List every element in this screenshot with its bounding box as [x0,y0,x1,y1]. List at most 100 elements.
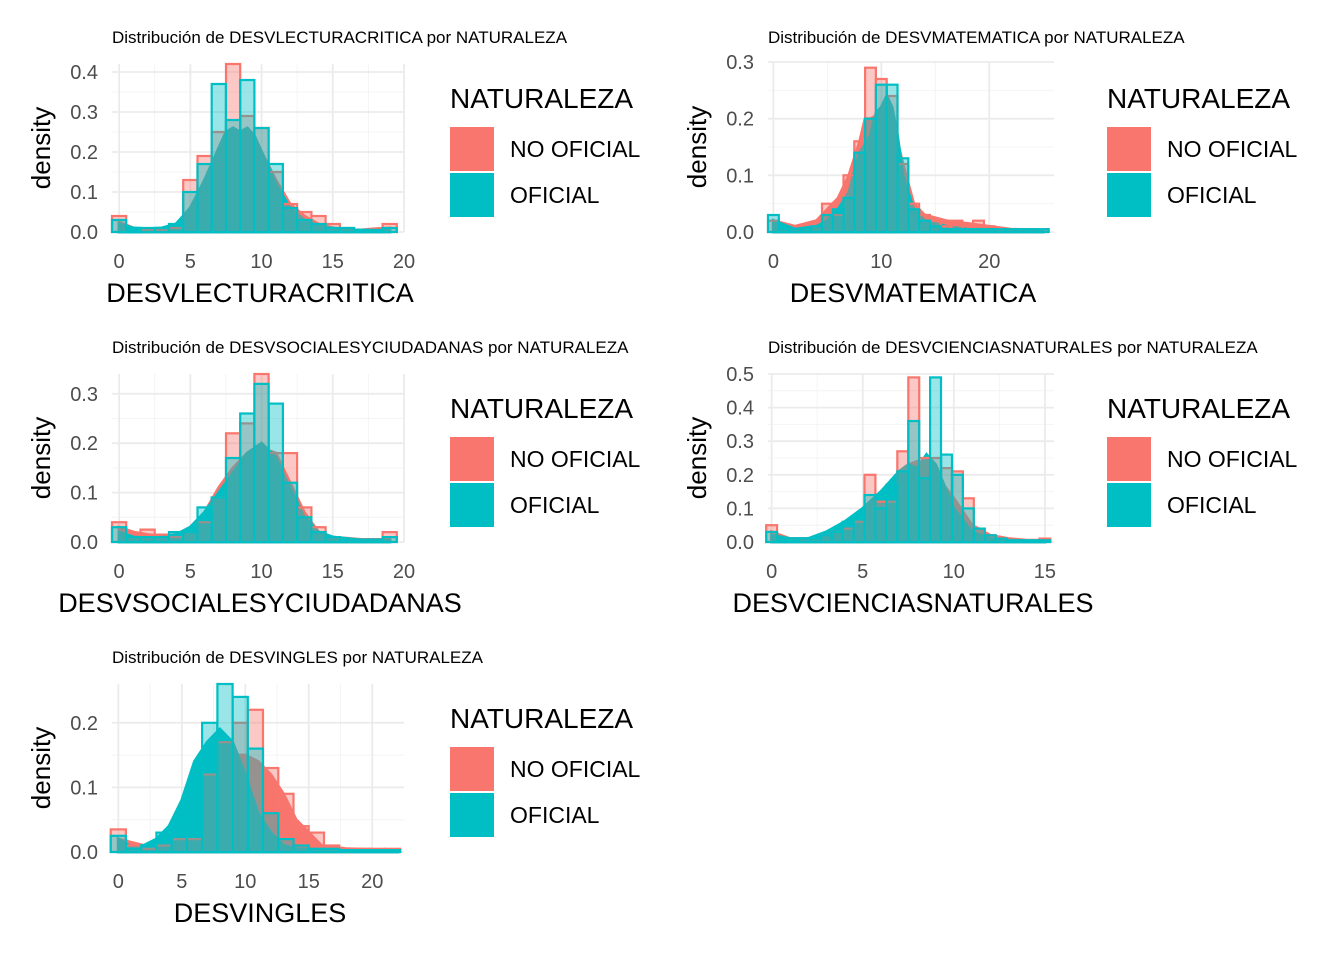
histogram-bar [1038,539,1052,544]
y-tick-label: 0.0 [70,532,98,554]
histogram-bar [155,831,173,854]
x-tick-label: 10 [250,561,272,583]
histogram-bar [110,526,128,544]
histogram-bar [310,222,327,234]
x-tick-label: 20 [361,871,383,893]
histogram-bar [125,226,142,234]
histogram-bar [1015,228,1029,234]
histogram-bar [353,538,370,544]
histogram-bar [324,535,342,544]
x-tick-label: 0 [114,561,125,583]
histogram-bar [267,162,285,234]
histogram-bar [224,118,242,234]
y-tick-label: 0.0 [726,222,754,244]
panel-title: Distribución de DESVCIENCIASNATURALES po… [768,338,1258,357]
histogram-bar [182,190,199,234]
histogram-oficial [110,382,398,544]
histogram-bar [139,226,156,234]
histogram-bar [239,412,256,544]
histogram-bar [153,226,170,234]
legend-label: NO OFICIAL [510,136,641,162]
histogram-bar [1025,228,1039,234]
x-tick-label: 0 [766,561,777,583]
histogram-bar [808,537,822,544]
panel-title: Distribución de DESVLECTURACRITICA por N… [112,28,568,47]
histogram-bar [786,539,800,544]
histogram-bar [353,848,371,854]
legend: NATURALEZA NO OFICIAL OFICIAL [1107,83,1298,217]
legend-key [450,747,494,791]
y-tick-label: 0.3 [726,52,754,74]
histogram-oficial [766,83,1050,234]
histogram-oficial [765,376,1052,544]
histogram-bar [830,530,844,544]
histogram-bar [381,226,398,234]
histogram-bar [210,82,227,234]
histogram-bar [125,535,142,544]
histogram-bar [139,535,156,544]
y-axis-label: density [26,417,56,499]
panel-2: Distribución de DESVMATEMATICA por NATUR… [682,28,1298,308]
y-tick-label: 0.5 [726,364,754,386]
legend: NATURALEZA NO OFICIAL OFICIAL [1107,393,1298,527]
x-tick-label: 5 [857,561,868,583]
plot-area [110,372,398,544]
x-tick-label: 0 [768,251,779,273]
histogram-bar [831,208,845,234]
histogram-bar [1036,228,1050,234]
y-tick-label: 0.2 [70,142,98,164]
histogram-bar [267,402,285,544]
legend-label: NO OFICIAL [510,446,641,472]
histogram-bar [182,530,199,544]
legend-key [450,793,494,837]
y-tick-label: 0.1 [70,777,98,799]
histogram-bar [210,496,227,544]
x-tick-label: 0 [114,251,125,273]
y-axis-label: density [682,106,712,188]
x-tick-label: 5 [185,251,196,273]
histogram-bar [110,218,128,234]
histogram-bar [1027,539,1041,544]
histogram-bar [819,534,833,544]
x-tick-label: 10 [870,251,892,273]
y-tick-label: 0.3 [726,431,754,453]
legend-key [1107,173,1151,217]
y-axis-label: density [682,417,712,499]
histogram-bar [368,848,387,854]
histogram-bar [277,837,295,854]
histogram-bar [928,376,943,544]
histogram-bar [1016,539,1030,544]
histogram-bar [253,382,270,544]
plot-area [765,376,1052,544]
histogram-bar [874,83,888,234]
gridlines [112,374,405,543]
histogram-bar [353,228,370,234]
panel-4: Distribución de DESVCIENCIASNATURALES po… [682,338,1298,618]
histogram-bar [918,477,932,544]
legend-label: NO OFICIAL [510,756,641,782]
legend-title: NATURALEZA [1107,393,1290,424]
legend-key [450,483,494,527]
histogram-bar [896,470,910,544]
histogram-bar [765,530,779,544]
histogram-bar [167,222,185,234]
x-tick-label: 20 [393,251,415,273]
y-tick-label: 0.2 [726,109,754,131]
histogram-bar [153,535,170,544]
legend-label: OFICIAL [1167,492,1257,518]
legend-label: OFICIAL [1167,182,1257,208]
histogram-bar [928,225,942,234]
histogram-oficial [109,682,402,854]
y-tick-label: 0.4 [726,398,754,420]
histogram-bar [950,473,964,544]
x-tick-label: 10 [234,871,256,893]
y-axis-label: density [26,107,56,189]
histogram-bar [1004,228,1018,234]
histogram-bar [124,847,143,854]
legend-label: NO OFICIAL [1167,446,1298,472]
histogram-bar [167,530,185,544]
histogram-bar [296,516,313,544]
histogram-bar [863,117,877,234]
histogram-bar [820,213,834,234]
legend-key [450,437,494,481]
